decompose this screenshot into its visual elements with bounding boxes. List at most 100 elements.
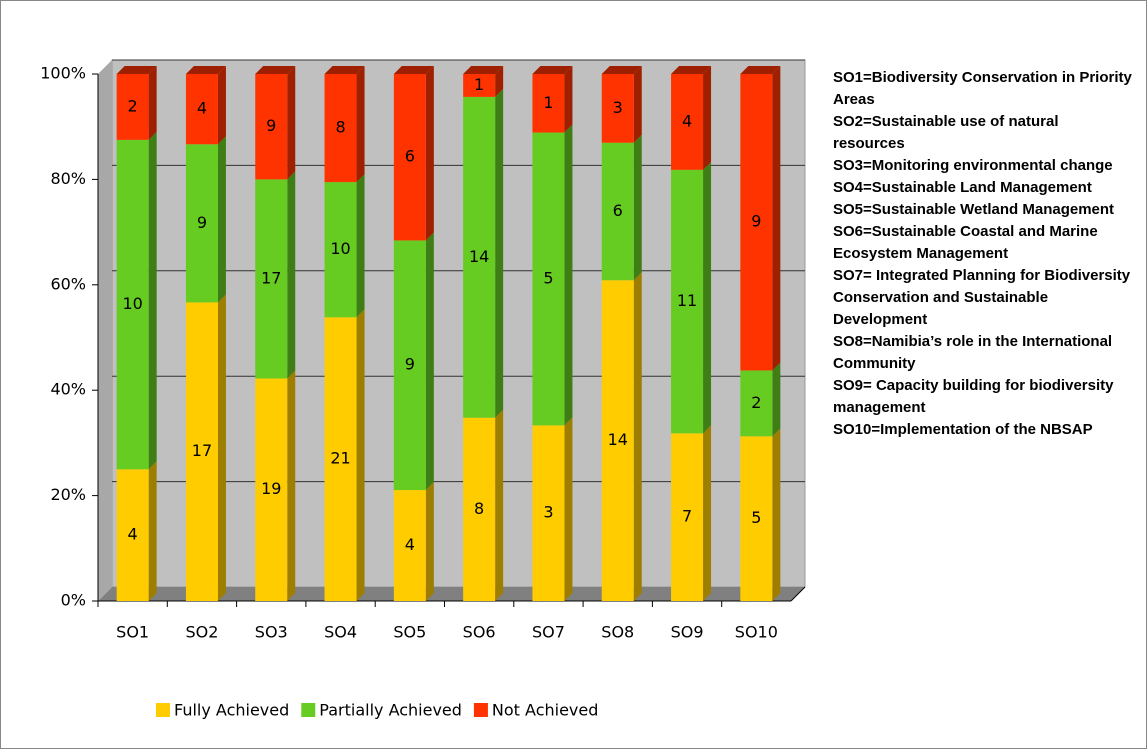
bar-side [703,425,712,601]
bar-top [740,66,781,74]
data-label: 5 [751,508,761,527]
data-label: 17 [261,268,281,287]
bar [393,240,426,491]
note: SO3=Monitoring environmental change [833,157,1113,174]
data-label: 4 [682,111,692,130]
bar [532,74,565,133]
bar [601,74,634,143]
bar-side [564,124,573,426]
bar-side [356,66,365,183]
note: SO9= Capacity building for biodiversity … [833,377,1114,416]
bar-top [463,66,504,74]
y-tick-label: 20% [50,485,86,504]
x-tick-label: SO10 [735,623,778,642]
bar-side [287,171,296,379]
data-label: 7 [682,507,692,526]
x-tick-label: SO1 [116,623,149,642]
x-tick-label: SO5 [393,623,426,642]
bar-top [532,66,573,74]
bar [463,417,496,601]
bar [185,302,218,601]
bar-side [495,66,504,97]
data-label: 17 [192,441,212,460]
note: SO5=Sustainable Wetland Management [833,201,1115,218]
y-tick-label: 80% [50,169,86,188]
bar [324,182,357,318]
bar [185,74,218,145]
data-label: 14 [608,430,628,449]
bar [740,436,773,601]
x-tick-label: SO2 [185,623,218,642]
bar-top [324,66,365,74]
x-tick-label: SO3 [255,623,288,642]
data-label: 9 [751,212,761,231]
bar-side [564,417,573,601]
bar-side [287,66,296,180]
data-label: 9 [197,213,207,232]
data-label: 21 [330,449,350,468]
bar-side [217,294,226,601]
bar [393,74,426,241]
data-label: 10 [122,294,142,313]
note: SO10=Implementation of the NBSAP [833,421,1093,438]
note: SO7= Integrated Planning for Biodiversit… [833,267,1131,328]
note: SO1=Biodiversity Conservation in Priorit… [833,69,1132,108]
data-label: 3 [543,503,553,522]
bar [740,74,773,371]
note: SO8=Namibia’s role in the International … [833,333,1113,372]
bar-side [495,409,504,601]
bar-top [393,66,434,74]
x-tick-label: SO8 [601,623,634,642]
bar-side [148,66,157,140]
x-tick-label: SO7 [532,623,565,642]
legend-swatch [473,703,488,717]
data-label: 10 [330,239,350,258]
note: SO4=Sustainable Land Management [833,179,1092,196]
side-wall [98,60,112,601]
bar [393,490,426,601]
bar-side [287,370,296,601]
bar-side [425,232,434,491]
bar-top [185,66,226,74]
bar-top [116,66,157,74]
y-tick-label: 40% [50,380,86,399]
data-label: 14 [469,247,489,266]
y-tick-label: 0% [61,591,86,610]
bar-side [703,66,712,170]
bar [185,144,218,303]
legend-label: Fully Achieved [174,701,289,720]
bar-side [772,362,781,437]
legend-label: Partially Achieved [319,701,462,720]
bar-side [772,66,781,371]
bar-side [217,136,226,303]
bar [671,169,704,434]
bar [255,74,288,180]
bar-side [148,461,157,601]
bar [324,74,357,183]
legend-label: Not Achieved [492,701,598,720]
data-label: 8 [474,499,484,518]
bar [116,139,149,470]
bar-side [425,482,434,601]
data-label: 9 [266,116,276,135]
bar [116,469,149,601]
x-tick-label: SO4 [324,623,357,642]
bar-side [772,428,781,601]
bar-side [425,66,434,241]
bar-top [671,66,712,74]
bar-side [495,88,504,418]
bar [255,179,288,379]
data-label: 1 [474,75,484,94]
bar-side [564,66,573,133]
bar-side [703,161,712,434]
bar [671,74,704,170]
bar [601,142,634,281]
data-label: 4 [197,99,207,118]
bar-side [356,309,365,601]
data-label: 11 [677,291,697,310]
note: SO2=Sustainable use of natural resources [833,113,1059,152]
bar [671,433,704,601]
bar [116,74,149,140]
bar [532,425,565,601]
